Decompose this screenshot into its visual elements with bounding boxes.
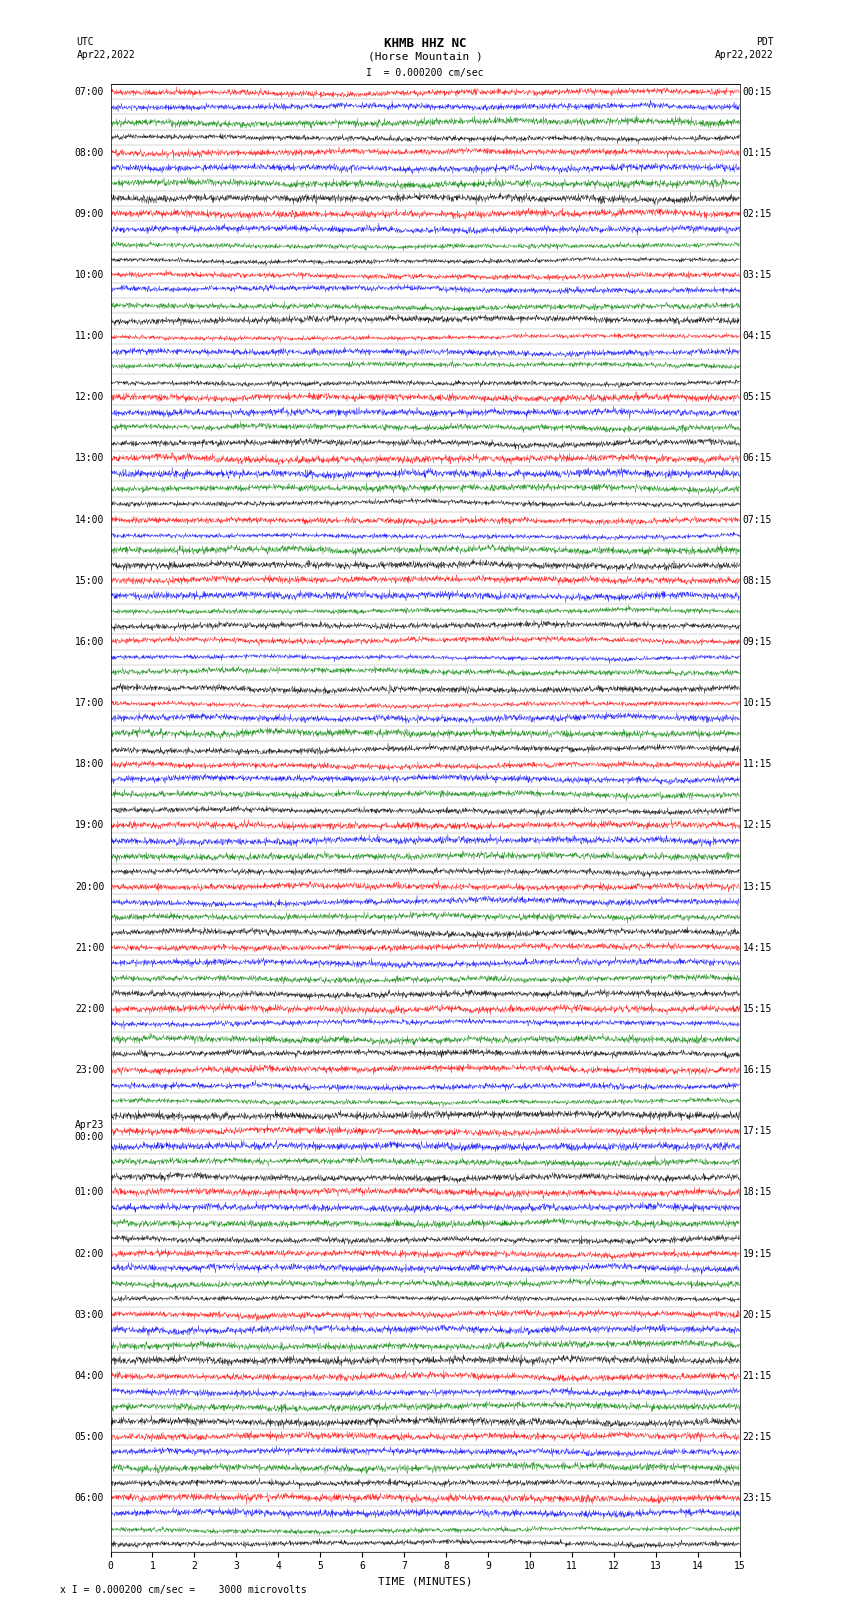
Text: 06:00: 06:00 (75, 1494, 105, 1503)
Text: 03:15: 03:15 (743, 269, 772, 281)
Text: Apr22,2022: Apr22,2022 (715, 50, 774, 60)
Text: UTC: UTC (76, 37, 94, 47)
Text: 07:00: 07:00 (75, 87, 105, 97)
Text: x I = 0.000200 cm/sec =    3000 microvolts: x I = 0.000200 cm/sec = 3000 microvolts (60, 1586, 306, 1595)
Text: 03:00: 03:00 (75, 1310, 105, 1319)
Text: 17:00: 17:00 (75, 698, 105, 708)
Text: 13:15: 13:15 (743, 882, 772, 892)
Text: 16:00: 16:00 (75, 637, 105, 647)
Text: 17:15: 17:15 (743, 1126, 772, 1136)
Text: 22:15: 22:15 (743, 1432, 772, 1442)
Text: KHMB HHZ NC: KHMB HHZ NC (383, 37, 467, 50)
Text: 02:15: 02:15 (743, 208, 772, 219)
Text: Apr22,2022: Apr22,2022 (76, 50, 135, 60)
Text: 14:00: 14:00 (75, 515, 105, 524)
Text: 20:00: 20:00 (75, 882, 105, 892)
Text: 09:15: 09:15 (743, 637, 772, 647)
Text: PDT: PDT (756, 37, 774, 47)
Text: 01:15: 01:15 (743, 148, 772, 158)
Text: 12:15: 12:15 (743, 821, 772, 831)
Text: 11:00: 11:00 (75, 331, 105, 342)
Text: 01:00: 01:00 (75, 1187, 105, 1197)
Text: 18:15: 18:15 (743, 1187, 772, 1197)
Text: 10:00: 10:00 (75, 269, 105, 281)
Text: 05:00: 05:00 (75, 1432, 105, 1442)
Text: 22:00: 22:00 (75, 1003, 105, 1015)
Text: 08:15: 08:15 (743, 576, 772, 586)
Text: 11:15: 11:15 (743, 760, 772, 769)
Text: 09:00: 09:00 (75, 208, 105, 219)
Text: 20:15: 20:15 (743, 1310, 772, 1319)
Text: 05:15: 05:15 (743, 392, 772, 402)
Text: 14:15: 14:15 (743, 942, 772, 953)
Text: 21:15: 21:15 (743, 1371, 772, 1381)
Text: 18:00: 18:00 (75, 760, 105, 769)
Text: 15:00: 15:00 (75, 576, 105, 586)
Text: 10:15: 10:15 (743, 698, 772, 708)
Text: 19:00: 19:00 (75, 821, 105, 831)
Text: 06:15: 06:15 (743, 453, 772, 463)
Text: Apr23
00:00: Apr23 00:00 (75, 1121, 105, 1142)
Text: 07:15: 07:15 (743, 515, 772, 524)
Text: 04:15: 04:15 (743, 331, 772, 342)
Text: 00:15: 00:15 (743, 87, 772, 97)
X-axis label: TIME (MINUTES): TIME (MINUTES) (377, 1578, 473, 1587)
Text: 16:15: 16:15 (743, 1065, 772, 1076)
Text: 08:00: 08:00 (75, 148, 105, 158)
Text: 23:00: 23:00 (75, 1065, 105, 1076)
Text: 21:00: 21:00 (75, 942, 105, 953)
Text: 15:15: 15:15 (743, 1003, 772, 1015)
Text: 02:00: 02:00 (75, 1248, 105, 1258)
Text: 04:00: 04:00 (75, 1371, 105, 1381)
Text: 23:15: 23:15 (743, 1494, 772, 1503)
Text: 19:15: 19:15 (743, 1248, 772, 1258)
Text: 13:00: 13:00 (75, 453, 105, 463)
Text: I  = 0.000200 cm/sec: I = 0.000200 cm/sec (366, 68, 484, 77)
Text: (Horse Mountain ): (Horse Mountain ) (367, 52, 483, 61)
Text: 12:00: 12:00 (75, 392, 105, 402)
